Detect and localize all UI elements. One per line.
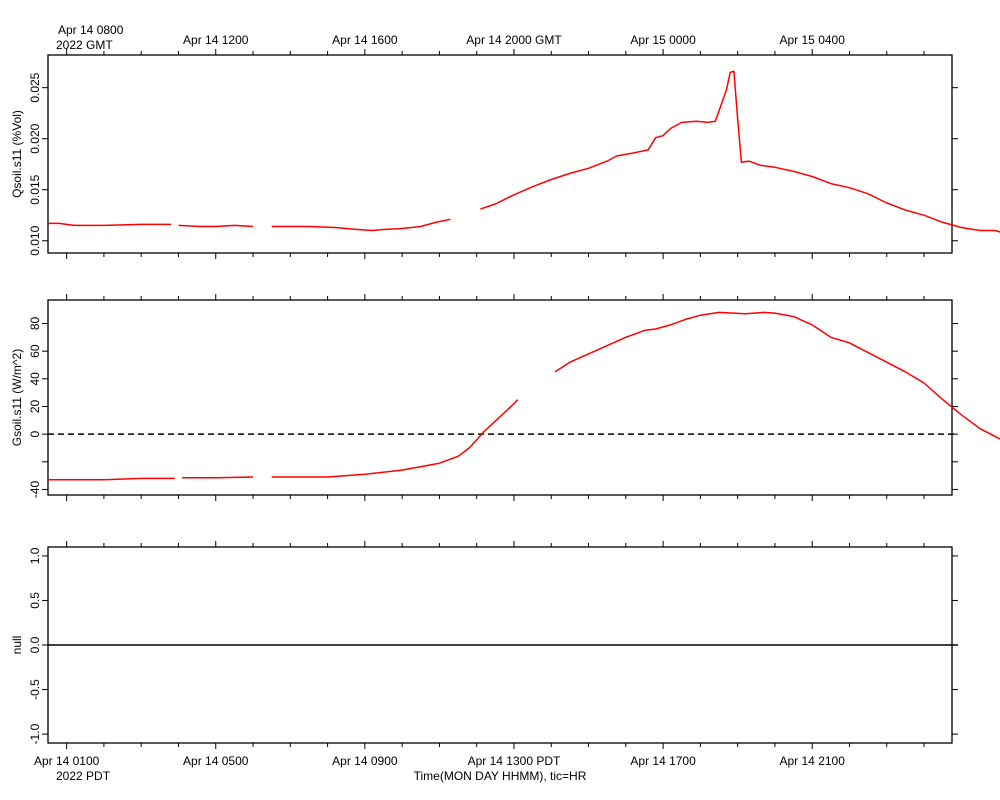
x-bottom-tick-label: Apr 14 1700 bbox=[630, 754, 696, 768]
y-tick-label: 1.0 bbox=[28, 547, 42, 564]
top-first-year-label: 2022 GMT bbox=[56, 38, 113, 52]
series-segment-4 bbox=[480, 70, 1000, 233]
series-segment-3 bbox=[271, 218, 451, 232]
y-tick-label: 0.5 bbox=[28, 592, 42, 609]
series-segment-2 bbox=[178, 224, 254, 228]
y-tick-label: 0.020 bbox=[28, 123, 42, 153]
y-tick-label: 0.015 bbox=[28, 174, 42, 204]
x-top-tick-label: Apr 14 2000 GMT bbox=[466, 33, 562, 47]
y-tick-label: 20 bbox=[28, 399, 42, 413]
y-tick-label: 0.010 bbox=[28, 225, 42, 255]
x-top-tick-label: Apr 15 0400 bbox=[780, 33, 846, 47]
x-top-tick-label: Apr 14 1200 bbox=[183, 33, 249, 47]
x-bottom-tick-label: Apr 14 2100 bbox=[780, 754, 846, 768]
series-segment-4 bbox=[554, 311, 1000, 440]
panel-1: 0.010 0.015 0.020 0.025 Qsoil.s11 (%Vol) bbox=[10, 49, 1000, 259]
series-segment-1 bbox=[48, 477, 175, 481]
series-segment-3 bbox=[271, 399, 519, 478]
series-segment-2 bbox=[182, 476, 254, 479]
panel-frame bbox=[47, 299, 953, 496]
x-bottom-tick-label: Apr 14 1300 PDT bbox=[468, 754, 561, 768]
y-tick-label: 40 bbox=[28, 372, 42, 386]
x-bottom-tick-label: Apr 14 0500 bbox=[183, 754, 249, 768]
x-top-tick-label: Apr 15 0000 bbox=[630, 33, 696, 47]
y-axis-label: Gsoil.s11 (W/m^2) bbox=[10, 349, 24, 446]
x-bottom-tick-label: Apr 14 0100 bbox=[34, 754, 100, 768]
y-axis-label: Qsoil.s11 (%Vol) bbox=[10, 110, 24, 198]
series-segment-1 bbox=[48, 222, 171, 227]
panel-3: -1.0 -0.5 0.0 0.5 1.0 null bbox=[10, 541, 958, 749]
y-axis-label: null bbox=[10, 636, 24, 655]
panel-2: -40 0 20 40 60 80 Gsoil.s11 (W/m^2) bbox=[10, 294, 1000, 501]
x-top-tick-label: Apr 14 1600 bbox=[332, 33, 398, 47]
y-tick-label: 0 bbox=[28, 430, 42, 437]
y-tick-label: -1.0 bbox=[28, 723, 42, 744]
bottom-first-year-label: 2022 PDT bbox=[56, 769, 111, 783]
y-tick-label: 0.0 bbox=[28, 636, 42, 653]
x-bottom-tick-label: Apr 14 0900 bbox=[332, 754, 398, 768]
y-tick-label: 80 bbox=[28, 317, 42, 331]
y-tick-label: 0.025 bbox=[28, 72, 42, 102]
panel-frame bbox=[47, 54, 953, 254]
y-tick-label: -40 bbox=[28, 480, 42, 498]
y-tick-label: 60 bbox=[28, 344, 42, 358]
top-first-date-label: Apr 14 0800 bbox=[58, 23, 124, 37]
x-axis-title: Time(MON DAY HHMM), tic=HR bbox=[414, 769, 587, 783]
y-tick-label: -0.5 bbox=[28, 679, 42, 700]
